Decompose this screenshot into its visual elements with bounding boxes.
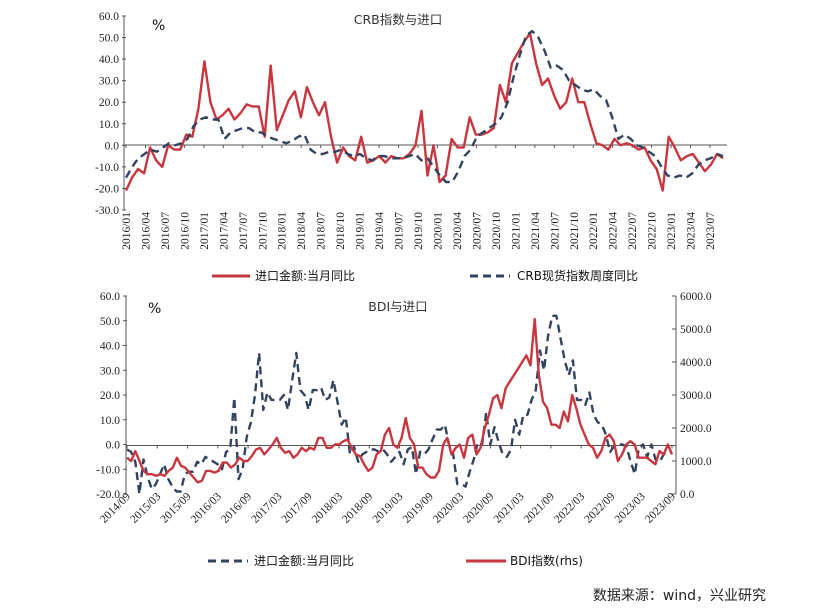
bdi-chart-title: BDI与进口	[368, 299, 427, 314]
y-tick-label: 30.0	[99, 76, 119, 88]
x-tick-label: 2019/09	[401, 490, 436, 525]
x-tick-label: 2019/07	[394, 212, 406, 250]
x-tick-label: 2020/10	[491, 212, 503, 250]
x-tick-label: 2023/04	[686, 212, 698, 250]
x-tick-label: 2019/10	[413, 212, 425, 250]
x-tick-label: 2016/04	[140, 212, 152, 250]
x-tick-label: 2020/09	[461, 490, 496, 525]
y-tick-label: 0.0	[105, 140, 120, 152]
bdi-legend-bdi: BDI指数(rhs)	[510, 553, 583, 568]
crb-legend-imports: 进口金额:当月同比	[255, 268, 355, 283]
y-right-tick-label: 2000.0	[680, 423, 712, 435]
x-tick-label: 2023/07	[705, 212, 717, 250]
x-tick-label: 2022/09	[582, 490, 617, 525]
bdi-legend: 进口金额:当月同比 BDI指数(rhs)	[208, 553, 583, 568]
y-tick-label: 60.0	[99, 11, 119, 23]
x-tick-label: 2023/03	[613, 490, 648, 525]
y-tick-label: 30.0	[100, 365, 120, 377]
crb-legend: 进口金额:当月同比 CRB现货指数周度同比	[212, 268, 638, 283]
bdi-legend-imports: 进口金额:当月同比	[254, 553, 354, 568]
x-tick-label: 2022/04	[608, 212, 620, 250]
x-tick-label: 2019/03	[370, 490, 405, 525]
x-tick-label: 2021/01	[510, 212, 522, 250]
bdi-unit-label: %	[148, 301, 161, 317]
series-line-1-1	[126, 317, 674, 484]
y-tick-label: -10.0	[96, 464, 120, 476]
series-line-1-0	[126, 314, 672, 496]
x-tick-label: 2022/07	[627, 212, 639, 250]
y-right-tick-label: 1000.0	[680, 456, 712, 468]
y-tick-label: 10.0	[100, 415, 120, 427]
x-tick-label: 2018/07	[316, 212, 328, 250]
y-tick-label: 40.0	[100, 341, 120, 353]
x-tick-label: 2022/01	[588, 212, 600, 250]
y-tick-label: 40.0	[99, 54, 119, 66]
y-tick-label: -20.0	[95, 183, 119, 195]
x-tick-label: 2023/01	[666, 212, 678, 250]
y-tick-label: 20.0	[100, 390, 120, 402]
y-tick-label: 50.0	[99, 33, 119, 45]
x-tick-label: 2016/07	[160, 212, 172, 250]
y-tick-label: 60.0	[100, 291, 120, 303]
x-tick-label: 2016/10	[179, 212, 191, 250]
x-tick-label: 2017/01	[199, 212, 211, 250]
y-tick-label: 20.0	[99, 97, 119, 109]
x-tick-label: 2018/04	[296, 212, 308, 250]
x-tick-label: 2021/07	[549, 212, 561, 250]
x-tick-label: 2022/03	[552, 490, 587, 525]
y-tick-label: -30.0	[95, 205, 119, 217]
x-tick-label: 2019/01	[355, 212, 367, 250]
x-tick-label: 2021/10	[569, 212, 581, 250]
x-tick-label: 2018/10	[335, 212, 347, 250]
x-tick-label: 2016/09	[219, 490, 254, 525]
y-tick-label: -20.0	[96, 489, 120, 501]
x-tick-label: 2016/03	[189, 490, 224, 525]
x-tick-label: 2020/01	[432, 212, 444, 250]
crb-chart-title: CRB指数与进口	[354, 12, 443, 27]
y-right-tick-label: 5000.0	[680, 324, 712, 336]
x-tick-label: 2017/04	[218, 212, 230, 250]
y-tick-label: 0.0	[106, 440, 121, 452]
series-line-0-0	[124, 32, 724, 192]
x-tick-label: 2018/09	[340, 490, 375, 525]
x-tick-label: 2021/04	[530, 212, 542, 250]
x-tick-label: 2018/03	[310, 490, 345, 525]
series-line-0-1	[124, 29, 724, 184]
crb-legend-crb: CRB现货指数周度同比	[517, 268, 638, 283]
x-tick-label: 2015/09	[159, 490, 194, 525]
x-tick-label: 2018/01	[277, 212, 289, 250]
x-tick-label: 2017/09	[280, 490, 315, 525]
x-tick-label: 2015/03	[128, 490, 163, 525]
x-tick-label: 2017/07	[238, 212, 250, 250]
y-right-tick-label: 0.0	[680, 489, 695, 501]
x-tick-label: 2022/10	[647, 212, 659, 250]
y-right-tick-label: 4000.0	[680, 357, 712, 369]
x-tick-label: 2020/04	[452, 212, 464, 250]
x-tick-label: 2016/01	[121, 212, 133, 250]
y-right-tick-label: 6000.0	[680, 291, 712, 303]
y-tick-label: 50.0	[100, 316, 120, 328]
x-tick-label: 2021/09	[522, 490, 557, 525]
crb-chart: CRB指数与进口 % 60.0 50.0 40.0 30.0 20.0 10.0 0.0 -1…	[95, 11, 727, 250]
bdi-chart: BDI与进口 % 60.0 50.0 40.0 30.0 20.0 10.0 0.0 -10.…	[96, 291, 712, 526]
x-tick-label: 2020/07	[471, 212, 483, 250]
x-tick-label: 2023/09	[643, 490, 678, 525]
crb-unit-label: %	[152, 18, 165, 34]
x-tick-label: 2019/04	[374, 212, 386, 250]
x-tick-label: 2020/03	[431, 490, 466, 525]
source-note: 数据来源：wind，兴业研究	[593, 588, 766, 604]
y-right-tick-label: 3000.0	[680, 390, 712, 402]
y-tick-label: -10.0	[95, 162, 119, 174]
x-tick-label: 2017/10	[257, 212, 269, 250]
x-tick-label: 2017/03	[249, 490, 284, 525]
y-tick-label: 10.0	[99, 119, 119, 131]
x-tick-label: 2021/03	[492, 490, 527, 525]
